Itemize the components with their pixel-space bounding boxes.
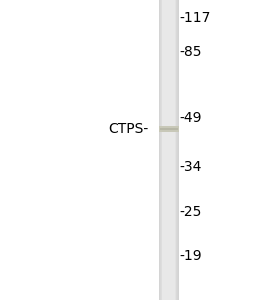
Bar	[159, 126, 179, 132]
Text: -49: -49	[180, 112, 202, 125]
Bar	[159, 0, 161, 300]
Text: -85: -85	[180, 46, 202, 59]
Bar	[176, 0, 179, 300]
Bar	[177, 0, 179, 300]
Text: -117: -117	[180, 11, 211, 25]
Bar	[159, 0, 162, 300]
Bar	[175, 0, 179, 300]
Text: -19: -19	[180, 250, 202, 263]
Bar	[159, 0, 160, 300]
Text: -34: -34	[180, 160, 202, 173]
Text: -25: -25	[180, 205, 202, 218]
Bar	[178, 0, 179, 300]
Bar	[160, 128, 178, 130]
Bar	[159, 0, 162, 300]
Bar	[159, 0, 179, 300]
Text: CTPS-: CTPS-	[108, 122, 148, 136]
Bar	[159, 0, 160, 300]
Bar	[178, 0, 179, 300]
Bar	[177, 0, 179, 300]
